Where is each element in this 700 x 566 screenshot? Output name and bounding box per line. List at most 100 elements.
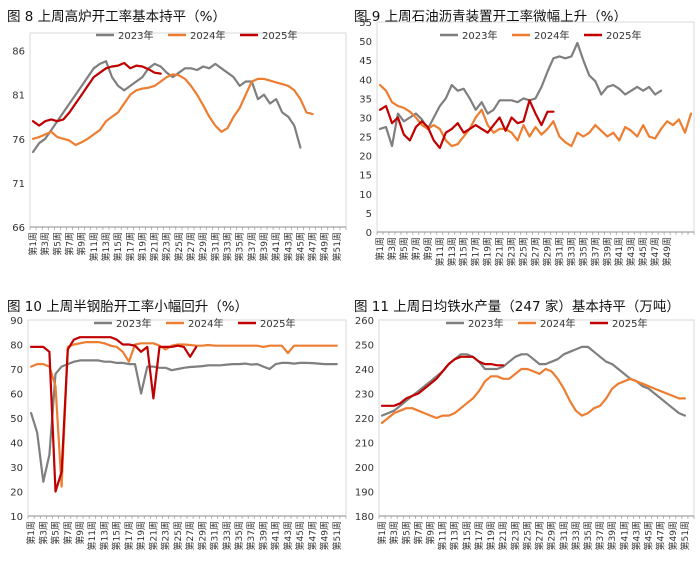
x-tick-label: 第39周 bbox=[606, 521, 618, 550]
x-tick-label: 第47周 bbox=[307, 232, 319, 261]
series-line-2023 bbox=[31, 60, 302, 154]
legend-label: 2024年 bbox=[534, 29, 569, 42]
x-tick-label: 第7周 bbox=[412, 521, 424, 545]
x-tick-label: 第37周 bbox=[245, 521, 257, 550]
x-tick-label: 第39周 bbox=[257, 521, 269, 550]
x-tick-label: 第31周 bbox=[558, 521, 570, 550]
x-tick-label: 第1周 bbox=[374, 237, 386, 261]
y-tick-label: 30 bbox=[359, 113, 372, 124]
y-tick-label: 5 bbox=[366, 209, 372, 220]
legend-label: 2024年 bbox=[540, 317, 575, 330]
legend-label: 2025年 bbox=[262, 29, 297, 42]
x-tick-label: 第19周 bbox=[482, 237, 494, 266]
x-tick-label: 第51周 bbox=[679, 521, 691, 550]
x-tick-label: 第37周 bbox=[246, 232, 258, 261]
x-tick-label: 第21周 bbox=[149, 232, 161, 261]
x-tick-label: 第15周 bbox=[458, 237, 470, 266]
x-tick-label: 第9周 bbox=[422, 237, 434, 261]
x-tick-label: 第45周 bbox=[643, 521, 655, 550]
x-tick-label: 第13周 bbox=[100, 232, 112, 261]
y-tick-label: 15 bbox=[359, 171, 372, 182]
y-tick-label: 45 bbox=[359, 56, 372, 67]
x-tick-label: 第25周 bbox=[518, 237, 530, 266]
x-tick-label: 第3周 bbox=[388, 521, 400, 545]
y-tick-label: 260 bbox=[355, 316, 374, 327]
y-tick-label: 66 bbox=[12, 223, 25, 234]
chart-fig9-asphalt: 0 5 10 15 20 25 30 35 40 45 50 55 第1周 第3周 第5周 第7周 第9周 第11… bbox=[359, 18, 695, 266]
x-tick-label: 第11周 bbox=[434, 237, 446, 266]
x-tick-label: 第29周 bbox=[196, 521, 208, 550]
x-tick-label: 第35周 bbox=[233, 521, 245, 550]
plot-area bbox=[378, 319, 695, 517]
x-tick-label: 第21周 bbox=[147, 521, 159, 550]
chart-title: 图 9 上周石油沥青装置开工率微幅上升（%） bbox=[354, 9, 627, 25]
chart-panel-fig11: 图 11 上周日均铁水产量（247 家）基本持平（万吨） 180 190 200 21… bbox=[350, 283, 700, 566]
legend-label: 2025年 bbox=[260, 317, 295, 330]
y-tick-label: 55 bbox=[359, 18, 372, 29]
legend-label: 2023年 bbox=[118, 29, 153, 42]
x-tick-label: 第19周 bbox=[136, 232, 148, 261]
x-tick-label: 第49周 bbox=[667, 521, 679, 550]
x-tick-label: 第47周 bbox=[649, 237, 661, 266]
chart-panel-fig9: 图 9 上周石油沥青装置开工率微幅上升（%） 0 5 10 15 20 25 30 35 40 4… bbox=[350, 0, 700, 283]
x-tick-label: 第11周 bbox=[88, 232, 100, 261]
x-tick-label: 第31周 bbox=[209, 232, 221, 261]
x-tick-label: 第45周 bbox=[294, 521, 306, 550]
legend-label: 2023年 bbox=[468, 317, 503, 330]
x-tick-label: 第17周 bbox=[124, 232, 136, 261]
x-tick-label: 第7周 bbox=[410, 237, 422, 261]
x-tick-label: 第27周 bbox=[185, 232, 197, 261]
x-tick-label: 第23周 bbox=[506, 237, 518, 266]
x-tick-label: 第1周 bbox=[27, 232, 39, 256]
y-tick-label: 10 bbox=[359, 190, 372, 201]
x-tick-label: 第15周 bbox=[461, 521, 473, 550]
x-tick-label: 第17周 bbox=[473, 521, 485, 550]
x-tick-label: 第13周 bbox=[98, 521, 110, 550]
legend-label: 2024年 bbox=[188, 317, 223, 330]
y-tick-label: 250 bbox=[355, 341, 374, 352]
x-tick-label: 第25周 bbox=[521, 521, 533, 550]
chart-fig11-hot-metal-output: 180190200210220230240250260第1周 第3周 第5周 第7周第… bbox=[355, 316, 695, 550]
x-tick-label: 第21周 bbox=[494, 237, 506, 266]
x-tick-label: 第49周 bbox=[319, 232, 331, 261]
legend-label: 2025年 bbox=[612, 317, 647, 330]
x-tick-label: 第45周 bbox=[294, 232, 306, 261]
x-tick-label: 第17周 bbox=[123, 521, 135, 550]
series-line-2024 bbox=[30, 340, 338, 488]
y-tick-label: 230 bbox=[355, 390, 374, 401]
legend-label: 2025年 bbox=[606, 29, 641, 42]
x-tick-label: 第9周 bbox=[76, 232, 88, 256]
legend-label: 2023年 bbox=[116, 317, 151, 330]
y-tick-label: 200 bbox=[355, 463, 374, 474]
x-tick-label: 第1周 bbox=[25, 521, 37, 545]
chart-title: 图 11 上周日均铁水产量（247 家）基本持平（万吨） bbox=[354, 299, 680, 315]
x-tick-label: 第15周 bbox=[112, 232, 124, 261]
x-tick-label: 第41周 bbox=[618, 521, 630, 550]
x-tick-label: 第9周 bbox=[74, 521, 86, 545]
x-tick-label: 第3周 bbox=[386, 237, 398, 261]
x-tick-label: 第27周 bbox=[184, 521, 196, 550]
chart-fig10-semi-steel-tire: 10 20 30 40 50 60 70 80 90 第1周 第3周 第5周 第7周 第9周 第11周 第13… bbox=[10, 316, 347, 550]
legend-label: 2023年 bbox=[462, 29, 497, 42]
chart-panel-fig10: 图 10 上周半钢胎开工率小幅回升（%） 10 20 30 40 50 60 70 80 90 第… bbox=[0, 283, 350, 566]
x-tick-label: 第19周 bbox=[135, 521, 147, 550]
series-line-2025 bbox=[30, 336, 198, 493]
series-line-2024 bbox=[378, 83, 693, 148]
y-tick-label: 50 bbox=[10, 414, 23, 425]
x-tick-label: 第13周 bbox=[449, 521, 461, 550]
y-tick-label: 25 bbox=[359, 133, 372, 144]
series-line-2025 bbox=[380, 355, 505, 407]
x-tick-label: 第5周 bbox=[50, 521, 62, 545]
chart-title: 图 8 上周高炉开工率基本持平（%） bbox=[7, 9, 226, 25]
x-tick-label: 第3周 bbox=[37, 521, 49, 545]
series-line-2023 bbox=[380, 345, 686, 417]
y-tick-label: 30 bbox=[10, 463, 23, 474]
y-tick-label: 40 bbox=[10, 439, 23, 450]
legend-label: 2024年 bbox=[190, 29, 225, 42]
series-line-2024 bbox=[31, 73, 314, 147]
y-tick-label: 70 bbox=[10, 365, 23, 376]
x-tick-label: 第17周 bbox=[470, 237, 482, 266]
chart-panel-fig8: 图 8 上周高炉开工率基本持平（%） 66 71 76 81 86 第1周 第3周 第5周 第7… bbox=[0, 0, 350, 283]
x-tick-label: 第19周 bbox=[485, 521, 497, 550]
x-tick-label: 第39周 bbox=[601, 237, 613, 266]
